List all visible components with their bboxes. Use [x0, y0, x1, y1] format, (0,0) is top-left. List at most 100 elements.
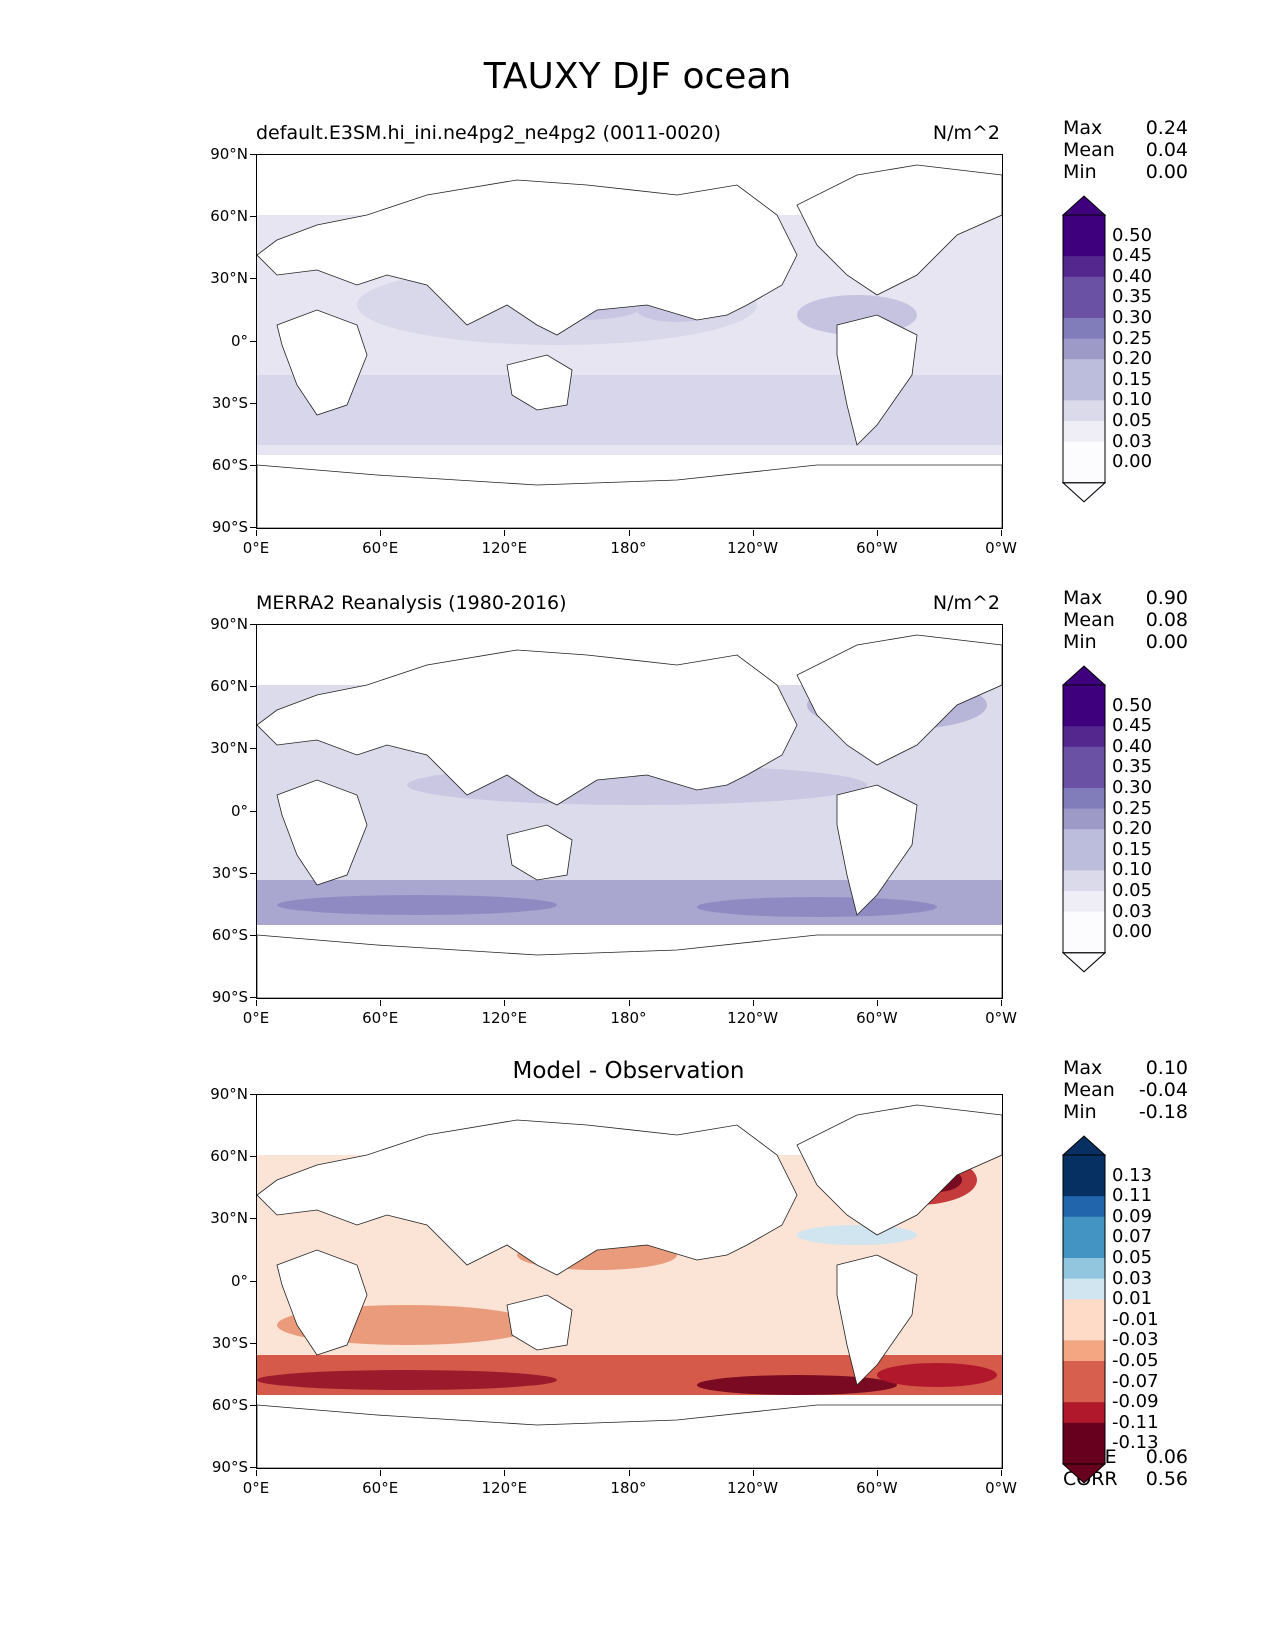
panel2-ytick-mark — [250, 872, 256, 874]
panel1-title: default.E3SM.hi_ini.ne4pg2_ne4pg2 (0011-… — [256, 122, 721, 144]
panel2-colorbar-label: 0.00 — [1112, 921, 1153, 943]
colorbar-segment — [1063, 911, 1105, 933]
panel1-colorbar — [1062, 195, 1106, 503]
panel3-colorbar-label: 0.07 — [1112, 1226, 1153, 1248]
panel3-colorbar-label: 0.05 — [1112, 1247, 1153, 1268]
colorbar-segment — [1063, 1443, 1105, 1465]
panel1-ytick-mark — [250, 527, 256, 528]
panel3-colorbar-label: 0.09 — [1112, 1205, 1153, 1227]
colorbar-segment — [1063, 1381, 1105, 1403]
colorbar-segment — [1063, 379, 1105, 401]
panel1-xtick-label: 0°E — [242, 539, 270, 557]
stat-min-label: Min — [1063, 631, 1097, 653]
panel3-ytick-mark — [250, 1156, 256, 1158]
panel1-colorbar-label: 0.30 — [1112, 307, 1153, 328]
colorbar-segment — [1063, 767, 1105, 789]
panel2-land — [257, 634, 1002, 998]
colorbar-segment — [1063, 462, 1105, 484]
panel2-ytick-label: 30°N — [210, 739, 248, 758]
colorbar-segment — [1063, 1196, 1105, 1218]
colorbar-segment — [1063, 1299, 1105, 1321]
panel3-colorbar-label: -0.13 — [1112, 1432, 1159, 1454]
panel2-colorbar-label: 0.10 — [1112, 859, 1153, 881]
panel2-colorbar — [1062, 665, 1106, 973]
panel3-ytick-mark — [250, 1218, 256, 1220]
panel3-xtick-label: 0°E — [242, 1479, 270, 1497]
panel3-xtick-mark — [1001, 1470, 1002, 1476]
panel2-colorbar-label: 0.15 — [1112, 838, 1153, 860]
stat-max-value: 0.90 — [1145, 587, 1188, 609]
panel3-ytick-label: 0° — [230, 1271, 248, 1290]
panel3-colorbar — [1062, 1135, 1106, 1484]
panel1-xtick-label: 0°W — [985, 539, 1017, 557]
panel1-ytick-label: 30°S — [211, 393, 248, 412]
panel1-units: N/m^2 — [932, 122, 1000, 144]
panel1-ytick-label: 0° — [230, 331, 248, 350]
rmse-value: 0.06 — [1145, 1446, 1188, 1468]
panel3-xtick-label: 60°E — [362, 1479, 399, 1497]
panel3-land — [257, 1104, 1002, 1468]
panel2-colorbar-label: 0.35 — [1112, 756, 1153, 778]
panel1-colorbar-label: 0.10 — [1112, 389, 1153, 411]
panel3-xtick-mark — [876, 1470, 878, 1476]
panel1-ytick-mark — [250, 464, 256, 466]
panel2-colorbar-label: 0.45 — [1112, 715, 1153, 737]
panel3-stats: Max 0.10 Mean -0.04 Min -0.18 — [1063, 1057, 1193, 1123]
panel1-colorbar-label: 0.00 — [1112, 451, 1153, 473]
panel2-ytick-mark — [250, 686, 256, 688]
panel1-xtick-mark — [876, 530, 878, 536]
stat-min-value: -0.18 — [1138, 1101, 1188, 1123]
panel3-colorbar-label: -0.09 — [1112, 1391, 1159, 1413]
stat-mean-label: Mean — [1063, 609, 1115, 631]
panel3-ytick-label: 60°S — [211, 1395, 248, 1414]
panel2-ytick-label: 0° — [230, 801, 248, 820]
panel2-xtick-label: 60°W — [856, 1009, 898, 1027]
stat-mean-label: Mean — [1063, 1079, 1115, 1101]
panel3-colorbar-label: -0.03 — [1112, 1329, 1159, 1351]
colorbar-segment — [1063, 297, 1105, 319]
colorbar-segment — [1063, 338, 1105, 360]
panel3-xtick-label: 120°E — [481, 1479, 528, 1497]
panel1-xtick-mark — [504, 530, 506, 536]
panel2-xtick-mark — [752, 1000, 754, 1006]
colorbar-segment — [1063, 256, 1105, 278]
panel2-title: MERRA2 Reanalysis (1980-2016) — [256, 592, 567, 614]
panel3-ytick-label: 90°N — [210, 1085, 248, 1103]
colorbar-segment — [1063, 1216, 1105, 1238]
panel3-ytick-mark — [250, 1094, 256, 1095]
panel1-xtick-label: 60°W — [856, 539, 898, 557]
panel3-ytick-mark — [250, 1280, 256, 1282]
colorbar-extend-top — [1062, 665, 1106, 686]
colorbar-segment — [1063, 829, 1105, 851]
panel1-ytick-mark — [250, 402, 256, 404]
colorbar-segment — [1063, 1175, 1105, 1197]
panel3-xtick-mark — [628, 1470, 630, 1476]
panel2-xtick-label: 0°E — [242, 1009, 270, 1027]
colorbar-segment — [1063, 746, 1105, 768]
panel3-title: Model - Observation — [512, 1058, 745, 1084]
colorbar-segment — [1063, 318, 1105, 340]
panel2-colorbar-label: 0.25 — [1112, 797, 1153, 819]
colorbar-segment — [1063, 421, 1105, 443]
panel1-ytick-label: 30°N — [210, 269, 248, 288]
stat-max-label: Max — [1063, 587, 1103, 609]
panel2-xtick-mark — [1001, 1000, 1002, 1006]
panel2-xtick-label: 0°W — [985, 1009, 1017, 1027]
colorbar-segment — [1063, 276, 1105, 298]
panel2-map — [256, 624, 1003, 999]
panel3-colorbar-label: -0.11 — [1112, 1411, 1159, 1433]
panel1-xtick-mark — [752, 530, 754, 536]
colorbar-extend-bottom — [1062, 482, 1106, 503]
panel1-xtick-mark — [1001, 530, 1002, 536]
panel1-xtick-label: 120°W — [727, 539, 779, 557]
colorbar-segment — [1063, 1361, 1105, 1383]
panel1-colorbar-label: 0.45 — [1112, 245, 1153, 267]
panel3-xtick-mark — [380, 1470, 382, 1476]
panel2-stats: Max 0.90 Mean 0.08 Min 0.00 — [1063, 587, 1193, 653]
panel1-ytick-label: 90°S — [211, 518, 248, 536]
panel1-xtick-label: 180° — [610, 539, 647, 557]
colorbar-segment — [1063, 400, 1105, 422]
panel3-ytick-mark — [250, 1404, 256, 1406]
stat-min-value: 0.00 — [1145, 631, 1188, 653]
panel1-ytick-label: 90°N — [210, 145, 248, 163]
